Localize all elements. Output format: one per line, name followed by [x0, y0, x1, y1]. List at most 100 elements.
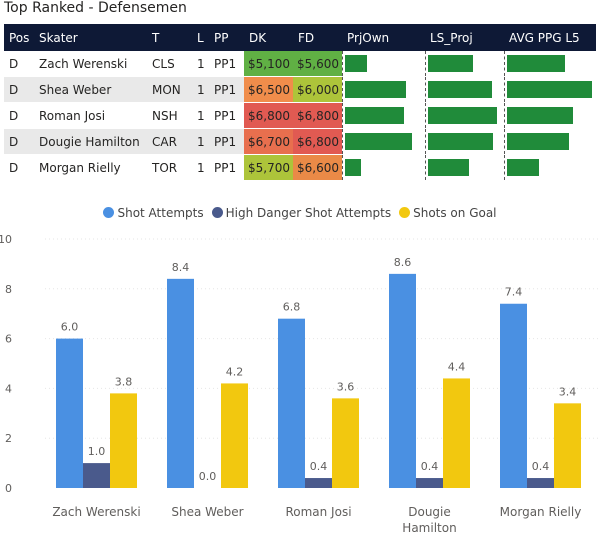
- data-label: 8.4: [172, 261, 190, 274]
- y-tick-label: 0: [5, 482, 12, 495]
- page-title: Top Ranked - Defensemen: [4, 0, 187, 16]
- table-row[interactable]: D Dougie Hamilton CAR 1 PP1 $6,700 $6,800: [4, 128, 596, 155]
- table-row[interactable]: D Roman Josi NSH 1 PP1 $6,800 $6,800: [4, 102, 596, 129]
- x-tick-label: Dougie: [408, 505, 451, 519]
- cell-ls-proj-bar: [424, 76, 504, 103]
- y-tick-label: 6: [5, 333, 12, 346]
- data-label: 0.4: [310, 460, 328, 473]
- data-label: 8.6: [394, 256, 412, 269]
- col-header-skater[interactable]: Skater: [34, 24, 147, 51]
- data-label: 3.4: [559, 385, 577, 398]
- data-bar: [506, 55, 565, 72]
- x-tick-label: Morgan Rielly: [500, 505, 582, 519]
- bar: [527, 478, 554, 488]
- legend-item[interactable]: Shots on Goal: [399, 206, 497, 220]
- cell-line: 1: [192, 102, 209, 129]
- legend-item[interactable]: High Danger Shot Attempts: [211, 206, 392, 220]
- bar: [110, 393, 137, 488]
- legend-label: Shot Attempts: [117, 206, 204, 220]
- cell-skater: Zach Werenski: [34, 51, 147, 77]
- col-header-prjown[interactable]: PrjOwn: [342, 24, 425, 51]
- x-tick-label: Roman Josi: [285, 505, 351, 519]
- cell-prjown-bar: [341, 102, 425, 129]
- cell-pp: PP1: [209, 51, 244, 77]
- cell-team: TOR: [147, 154, 192, 181]
- cell-pos: D: [4, 76, 34, 103]
- col-header-fd[interactable]: FD: [293, 24, 342, 51]
- data-label: 1.0: [88, 445, 106, 458]
- cell-avg-ppg-bar: [503, 102, 596, 129]
- cell-team: CLS: [147, 51, 192, 77]
- cell-dk-salary: $6,500: [244, 76, 293, 103]
- cell-fd-salary: $6,800: [293, 128, 342, 155]
- cell-dk-salary: $5,100: [244, 51, 293, 77]
- col-header-line[interactable]: L: [192, 24, 209, 51]
- data-bar: [506, 107, 573, 124]
- table-row[interactable]: D Shea Weber MON 1 PP1 $6,500 $6,000: [4, 76, 596, 103]
- bar: [443, 378, 470, 488]
- data-bar: [506, 133, 569, 150]
- bar: [305, 478, 332, 488]
- cell-ls-proj-bar: [424, 102, 504, 129]
- legend-swatch: [103, 207, 115, 218]
- data-label: 4.2: [226, 365, 244, 378]
- chart-legend: Shot Attempts High Danger Shot Attempts Sh…: [0, 206, 600, 220]
- data-bar: [506, 159, 539, 176]
- y-tick-label: 4: [5, 382, 12, 395]
- cell-line: 1: [192, 128, 209, 155]
- data-label: 0.4: [532, 460, 550, 473]
- data-bar: [427, 81, 492, 98]
- data-label: 0.4: [421, 460, 439, 473]
- cell-pp: PP1: [209, 102, 244, 129]
- data-label: 0.0: [199, 470, 217, 483]
- data-label: 6.0: [61, 321, 79, 334]
- cell-ls-proj-bar: [424, 128, 504, 155]
- data-bar: [427, 107, 497, 124]
- legend-swatch: [211, 207, 223, 218]
- x-tick-label: Shea Weber: [171, 505, 243, 519]
- bar: [56, 338, 83, 488]
- cell-pos: D: [4, 102, 34, 129]
- table-row[interactable]: D Morgan Rielly TOR 1 PP1 $5,700 $6,600: [4, 154, 596, 181]
- data-bar: [344, 81, 406, 98]
- col-header-ls-proj[interactable]: LS_Proj: [425, 24, 504, 51]
- cell-dk-salary: $6,700: [244, 128, 293, 155]
- col-header-pp[interactable]: PP: [209, 24, 244, 51]
- rankings-table: Pos Skater T L PP DK FD PrjOwn LS_Proj A…: [4, 24, 596, 181]
- data-label: 3.8: [115, 375, 133, 388]
- cell-avg-ppg-bar: [503, 76, 596, 103]
- table-header-row: Pos Skater T L PP DK FD PrjOwn LS_Proj A…: [4, 24, 596, 51]
- data-label: 6.8: [283, 301, 301, 314]
- col-header-avg-ppg-l5[interactable]: AVG PPG L5: [504, 24, 596, 51]
- cell-prjown-bar: [341, 154, 425, 181]
- cell-team: NSH: [147, 102, 192, 129]
- legend-label: High Danger Shot Attempts: [225, 206, 392, 220]
- cell-pos: D: [4, 154, 34, 181]
- cell-fd-salary: $6,600: [293, 154, 342, 181]
- legend-item[interactable]: Shot Attempts: [103, 206, 204, 220]
- cell-pos: D: [4, 51, 34, 77]
- cell-line: 1: [192, 154, 209, 181]
- cell-pos: D: [4, 128, 34, 155]
- data-label: 4.4: [448, 360, 466, 373]
- table-row[interactable]: D Zach Werenski CLS 1 PP1 $5,100 $5,600: [4, 51, 596, 77]
- cell-skater: Morgan Rielly: [34, 154, 147, 181]
- col-header-team[interactable]: T: [147, 24, 192, 51]
- cell-line: 1: [192, 51, 209, 77]
- data-bar: [344, 133, 412, 150]
- cell-fd-salary: $5,600: [293, 51, 342, 77]
- cell-prjown-bar: [341, 76, 425, 103]
- x-tick-label: Hamilton: [402, 521, 456, 535]
- cell-prjown-bar: [341, 128, 425, 155]
- cell-fd-salary: $6,000: [293, 76, 342, 103]
- bar: [278, 318, 305, 488]
- cell-team: MON: [147, 76, 192, 103]
- cell-prjown-bar: [341, 51, 425, 77]
- col-header-dk[interactable]: DK: [244, 24, 293, 51]
- data-bar: [506, 81, 592, 98]
- data-label: 7.4: [505, 286, 523, 299]
- cell-avg-ppg-bar: [503, 154, 596, 181]
- col-header-pos[interactable]: Pos: [4, 24, 34, 51]
- cell-avg-ppg-bar: [503, 51, 596, 77]
- bar: [221, 383, 248, 488]
